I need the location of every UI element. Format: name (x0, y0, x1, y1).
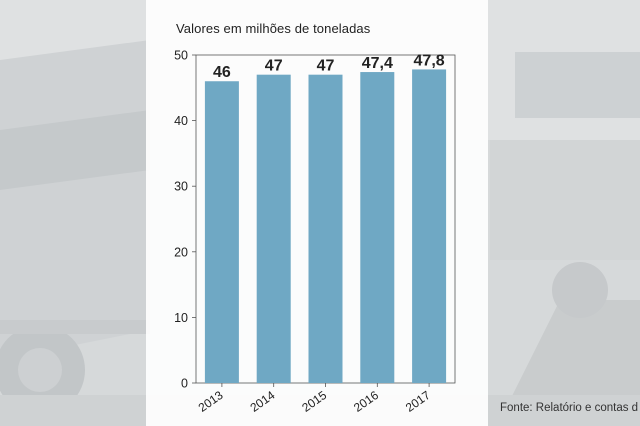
bar (412, 69, 447, 383)
chart-title: Valores em milhões de toneladas (176, 21, 371, 36)
y-tick-label: 30 (174, 180, 188, 194)
bar (360, 72, 395, 383)
source-note: Fonte: Relatório e contas d (500, 402, 639, 414)
data-label: 47 (265, 58, 283, 75)
y-tick-label: 0 (181, 377, 188, 391)
y-tick-label: 40 (174, 114, 188, 128)
x-tick-label: 2017 (403, 388, 433, 415)
data-label: 47,8 (414, 52, 445, 69)
bar (308, 74, 343, 384)
x-tick-label: 2014 (248, 388, 278, 415)
y-tick-label: 50 (174, 49, 188, 63)
data-label: 47 (317, 58, 335, 75)
y-tick-label: 20 (174, 245, 188, 259)
x-tick-label: 2015 (299, 388, 329, 415)
bar (256, 74, 291, 384)
bar (204, 81, 239, 384)
data-label: 47,4 (362, 55, 393, 72)
y-tick-label: 10 (174, 311, 188, 325)
data-label: 46 (213, 64, 231, 81)
x-tick-label: 2016 (351, 388, 381, 415)
x-tick-label: 2013 (196, 388, 226, 415)
